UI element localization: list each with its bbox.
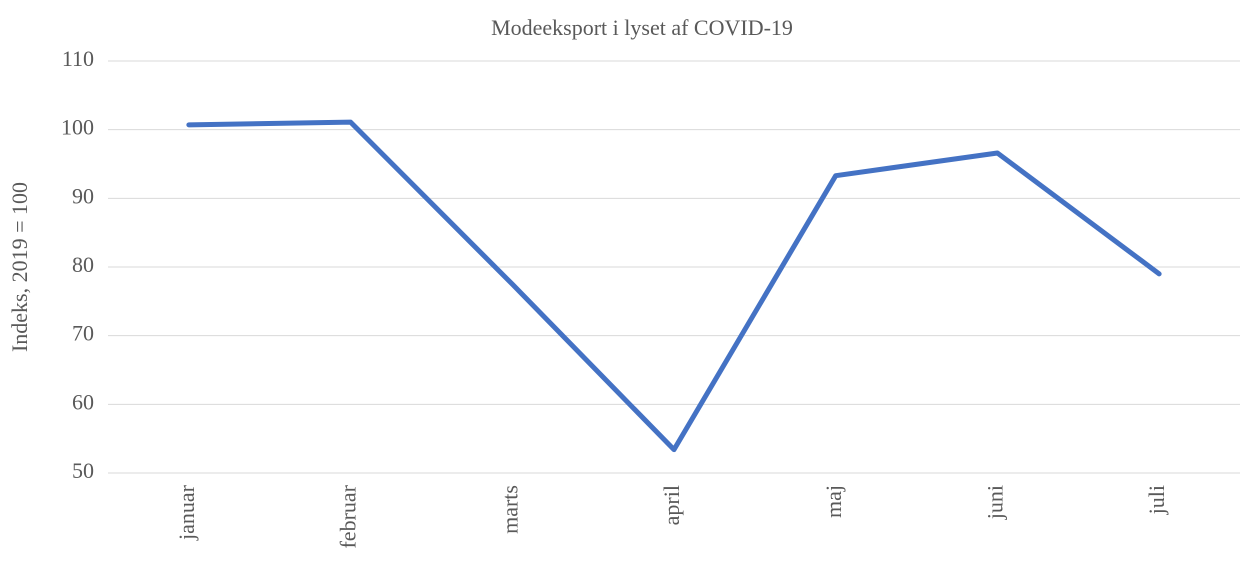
chart-title: Modeeksport i lyset af COVID-19 <box>491 15 793 40</box>
x-tick-label: april <box>659 485 684 525</box>
y-tick-label: 110 <box>62 46 94 71</box>
y-tick-label: 50 <box>72 458 94 483</box>
y-tick-label: 90 <box>72 183 94 208</box>
y-tick-label: 60 <box>72 389 94 414</box>
x-tick-label: februar <box>336 484 361 548</box>
x-tick-label: maj <box>821 485 846 518</box>
data-line <box>186 119 1162 453</box>
y-axis-label: Indeks, 2019 = 100 <box>7 182 32 352</box>
x-tick-label: juli <box>1144 485 1169 515</box>
y-tick-label: 100 <box>61 115 94 140</box>
y-tick-label: 80 <box>72 252 94 277</box>
x-tick-label: januar <box>174 484 199 541</box>
x-tick-label: juni <box>982 485 1007 520</box>
x-tick-label: marts <box>497 485 522 534</box>
y-tick-label: 70 <box>72 321 94 346</box>
